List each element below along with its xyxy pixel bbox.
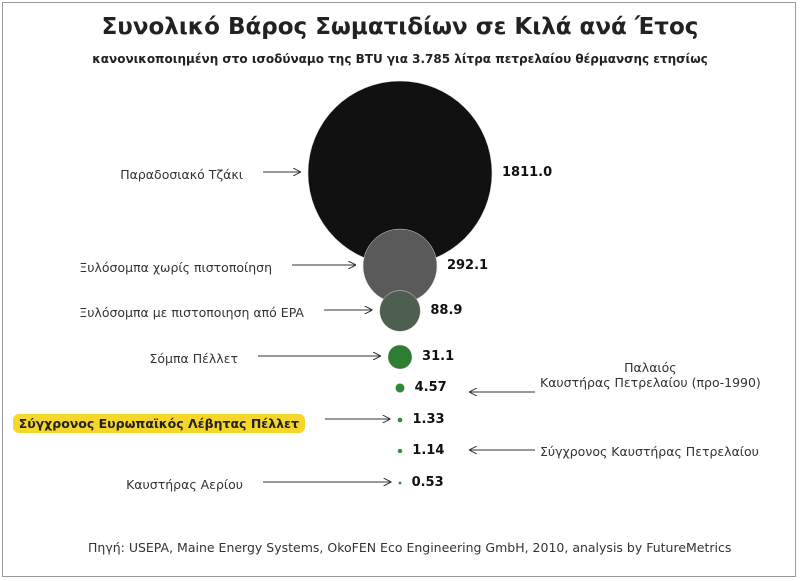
category-label: Παραδοσιακό Τζάκι xyxy=(120,167,243,182)
bubble xyxy=(398,481,402,485)
value-label: 1.33 xyxy=(412,412,445,427)
value-label: 4.57 xyxy=(414,380,447,395)
category-label: Καυστήρας Αερίου xyxy=(126,477,243,492)
category-label: Σύγχρονος Καυστήρας Πετρελαίου xyxy=(540,444,759,459)
value-label: 292.1 xyxy=(446,258,489,273)
value-label: 0.53 xyxy=(411,475,444,490)
category-label: Σόμπα Πέλλετ xyxy=(149,351,238,366)
bubble xyxy=(397,448,403,454)
value-label: 1811.0 xyxy=(502,165,553,180)
value-label: 88.9 xyxy=(430,303,463,318)
category-label: Ξυλόσομπα χωρίς πιστοποίηση xyxy=(79,260,272,275)
bubble xyxy=(397,417,403,423)
value-label: 1.14 xyxy=(412,443,445,458)
source: Πηγή: USEPA, Maine Energy Systems, OkoFE… xyxy=(88,540,732,555)
category-label: Ξυλόσομπα με πιστοποιηση από EPA xyxy=(79,305,304,320)
chart-subtitle: κανονικοποιημένη στο ισοδύναμο της BTU γ… xyxy=(92,52,708,66)
category-label: Σύγχρονος Ευρωπαϊκός Λέβητας Πέλλετ xyxy=(12,414,305,433)
category-label: Παλαιός Καυστήρας Πετρελαίου (προ-1990) xyxy=(540,360,761,390)
bubble xyxy=(379,290,421,332)
bubble xyxy=(395,383,405,393)
value-label: 31.1 xyxy=(422,349,455,364)
bubble xyxy=(387,344,413,370)
chart-title: Συνολικό Βάρος Σωματιδίων σε Κιλά ανά Έτ… xyxy=(101,14,699,40)
